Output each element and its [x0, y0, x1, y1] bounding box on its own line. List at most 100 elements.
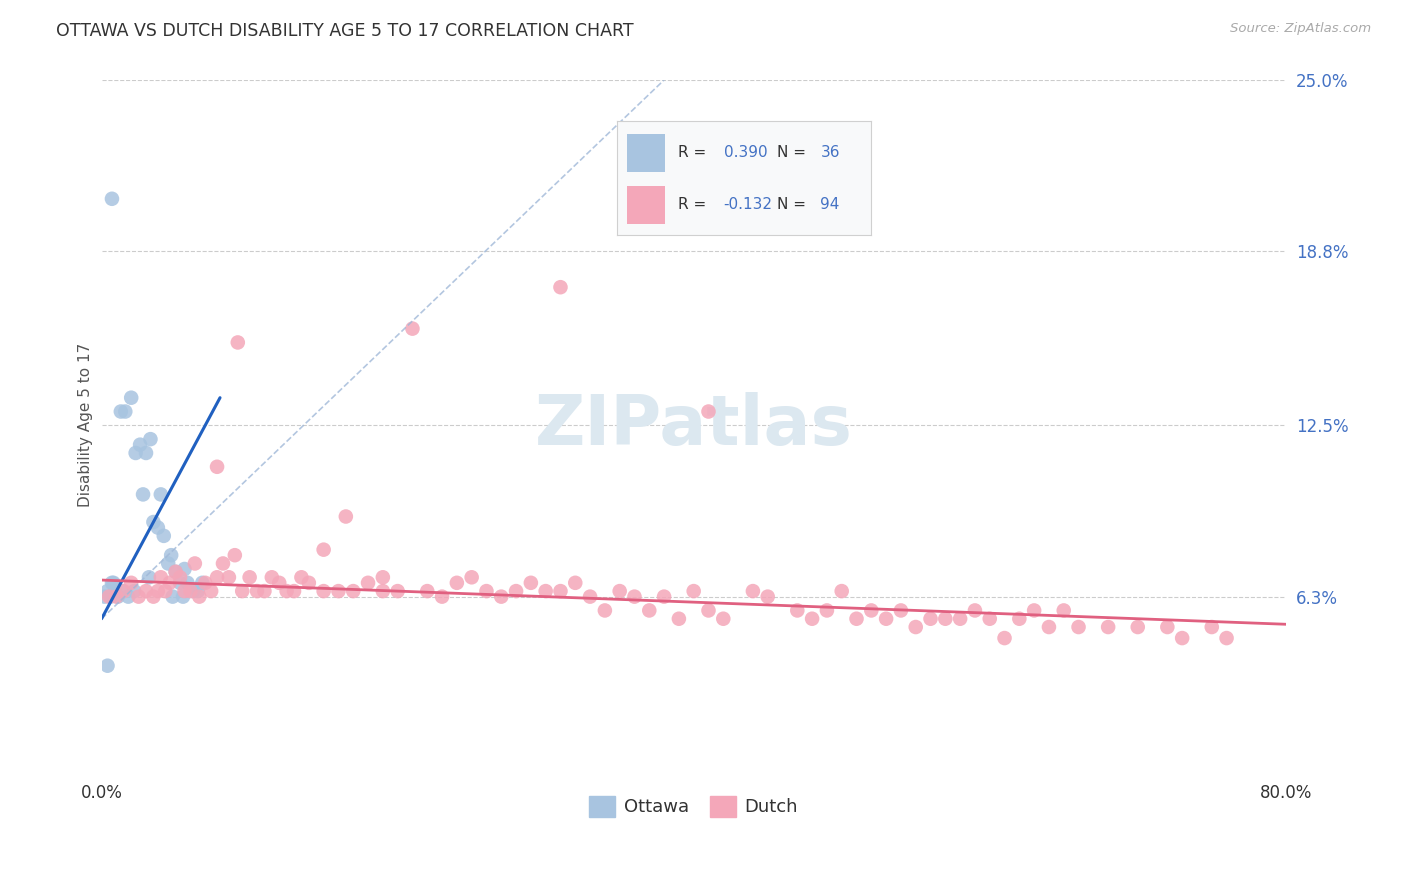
Point	[609, 584, 631, 599]
Point	[875, 612, 897, 626]
Point	[312, 584, 335, 599]
Point	[100, 590, 122, 604]
Point	[155, 584, 177, 599]
Point	[114, 404, 136, 418]
Point	[176, 575, 198, 590]
Point	[904, 620, 927, 634]
Point	[1126, 620, 1149, 634]
Point	[218, 570, 240, 584]
Point	[172, 590, 194, 604]
Point	[205, 459, 228, 474]
Point	[205, 570, 228, 584]
Point	[184, 557, 207, 571]
Point	[290, 570, 312, 584]
Point	[298, 575, 321, 590]
Point	[550, 280, 572, 294]
Point	[1201, 620, 1223, 634]
Point	[101, 575, 124, 590]
Point	[135, 446, 157, 460]
Point	[105, 590, 128, 604]
Point	[179, 584, 201, 599]
Point	[593, 603, 616, 617]
Point	[173, 562, 195, 576]
Point	[1097, 620, 1119, 634]
Point	[146, 520, 169, 534]
Point	[312, 542, 335, 557]
Point	[1053, 603, 1076, 617]
Point	[579, 590, 602, 604]
Legend: Ottawa, Dutch: Ottawa, Dutch	[582, 789, 806, 824]
Point	[623, 590, 645, 604]
Point	[112, 584, 135, 599]
Point	[963, 603, 986, 617]
Point	[949, 612, 972, 626]
Point	[152, 529, 174, 543]
Point	[165, 565, 187, 579]
Point	[253, 584, 276, 599]
Point	[652, 590, 675, 604]
Point	[104, 584, 127, 599]
Point	[194, 575, 217, 590]
Point	[1067, 620, 1090, 634]
Point	[187, 584, 209, 599]
Point	[460, 570, 482, 584]
Point	[169, 575, 191, 590]
Point	[226, 335, 249, 350]
Point	[756, 590, 779, 604]
Point	[276, 584, 298, 599]
Point	[1156, 620, 1178, 634]
Point	[101, 192, 124, 206]
Point	[139, 432, 162, 446]
Point	[430, 590, 453, 604]
Point	[103, 575, 125, 590]
Point	[122, 584, 145, 599]
Point	[246, 584, 269, 599]
Point	[132, 487, 155, 501]
Point	[149, 570, 172, 584]
Point	[173, 584, 195, 599]
Point	[260, 570, 283, 584]
Point	[786, 603, 808, 617]
Point	[520, 575, 543, 590]
Point	[564, 575, 586, 590]
Point	[1024, 603, 1046, 617]
Point	[1038, 620, 1060, 634]
Point	[505, 584, 527, 599]
Point	[741, 584, 763, 599]
Point	[146, 584, 169, 599]
Point	[993, 631, 1015, 645]
Point	[142, 515, 165, 529]
Point	[860, 603, 883, 617]
Point	[96, 658, 118, 673]
Point	[231, 584, 253, 599]
Point	[1215, 631, 1237, 645]
Point	[191, 575, 214, 590]
Point	[142, 590, 165, 604]
Point	[401, 321, 423, 335]
Point	[157, 557, 180, 571]
Point	[371, 570, 394, 584]
Point	[159, 575, 181, 590]
Point	[269, 575, 291, 590]
Y-axis label: Disability Age 5 to 17: Disability Age 5 to 17	[79, 343, 93, 508]
Point	[120, 391, 142, 405]
Point	[128, 590, 150, 604]
Point	[239, 570, 262, 584]
Point	[135, 584, 157, 599]
Point	[98, 590, 121, 604]
Point	[328, 584, 350, 599]
Point	[801, 612, 824, 626]
Point	[416, 584, 439, 599]
Point	[491, 590, 513, 604]
Point	[711, 612, 734, 626]
Point	[682, 584, 704, 599]
Point	[93, 590, 115, 604]
Point	[224, 548, 246, 562]
Point	[149, 487, 172, 501]
Point	[160, 548, 183, 562]
Point	[1171, 631, 1194, 645]
Point	[200, 584, 222, 599]
Text: OTTAWA VS DUTCH DISABILITY AGE 5 TO 17 CORRELATION CHART: OTTAWA VS DUTCH DISABILITY AGE 5 TO 17 C…	[56, 22, 634, 40]
Point	[96, 584, 118, 599]
Point	[890, 603, 912, 617]
